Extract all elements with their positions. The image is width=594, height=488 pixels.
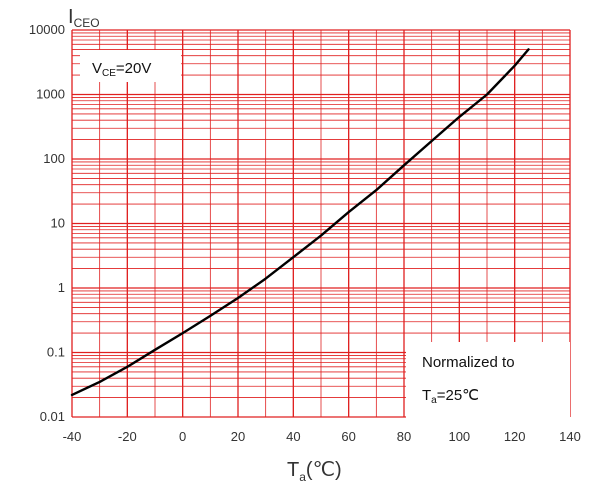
x-tick-label: 20 (231, 429, 245, 444)
y-tick-label: 0.1 (47, 345, 65, 360)
y-tick-label: 100 (43, 151, 65, 166)
normalization-line1: Normalized to (422, 354, 515, 371)
x-tick-label: 120 (504, 429, 526, 444)
series-layer (70, 48, 530, 397)
y-tick-label: 1000 (36, 87, 65, 102)
y-tick-label: 1 (58, 280, 65, 295)
normalization-line2: Ta=25℃ (422, 387, 479, 406)
condition-label: VCE=20V (92, 60, 151, 79)
x-tick-label: 140 (559, 429, 581, 444)
x-tick-label: 40 (286, 429, 300, 444)
y-tick-label: 0.01 (40, 409, 65, 424)
x-axis-title: Ta(℃) (287, 459, 342, 484)
x-tick-label: -20 (118, 429, 137, 444)
x-tick-label: 100 (448, 429, 470, 444)
y-tick-label: 10 (51, 216, 65, 231)
x-tick-label: 80 (397, 429, 411, 444)
y-axis-title: ICEO (68, 6, 100, 30)
x-tick-label: 0 (179, 429, 186, 444)
tick-labels: 0.01 0.1 1 10 100 1000 10000 -40 -20 0 20 40 60 80 100… (29, 22, 581, 444)
x-tick-label: -40 (63, 429, 82, 444)
normalization-box (406, 342, 570, 418)
y-tick-label: 10000 (29, 22, 65, 37)
x-tick-label: 60 (341, 429, 355, 444)
condition-box (80, 50, 181, 82)
series-line (70, 48, 530, 397)
